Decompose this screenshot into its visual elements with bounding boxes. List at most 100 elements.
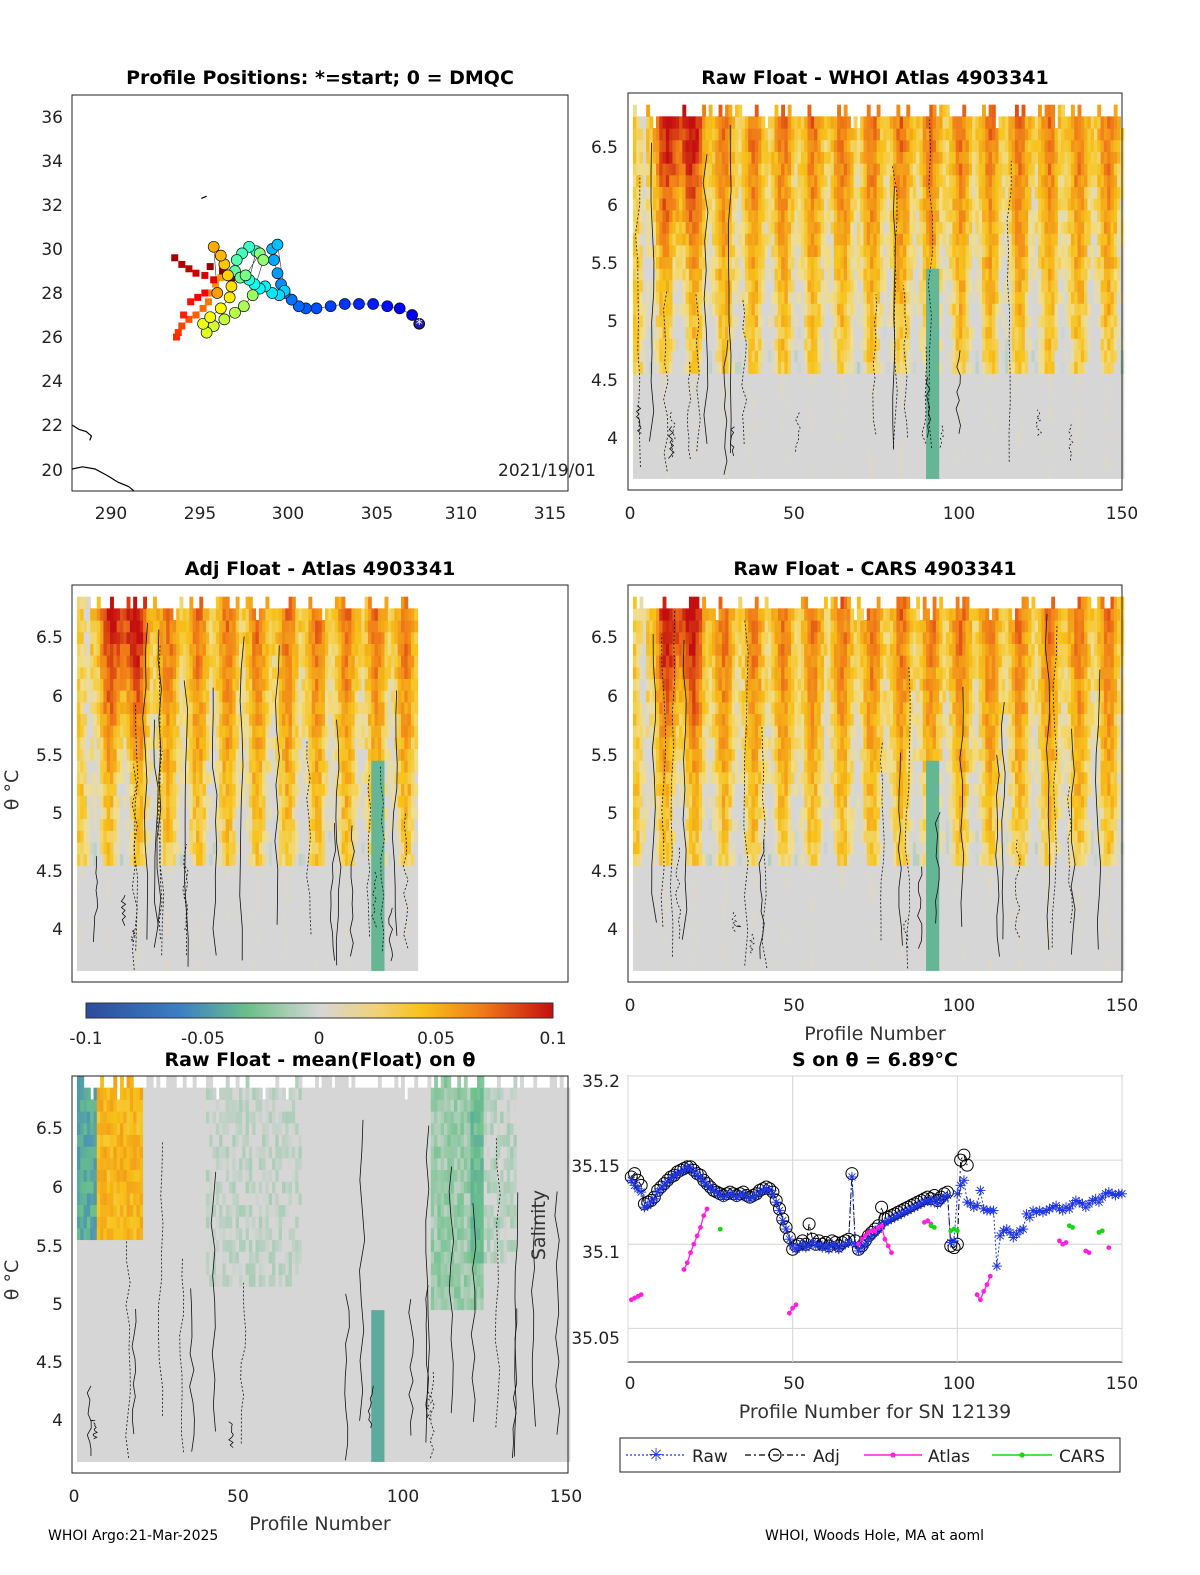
raw-position-marker — [185, 265, 193, 273]
heatmap-cell — [787, 443, 792, 456]
heatmap-cell — [659, 128, 664, 141]
heatmap-cell — [899, 326, 904, 339]
heatmap-cell — [688, 443, 693, 456]
heatmap-cell — [705, 128, 710, 141]
heatmap-cell — [662, 454, 667, 468]
heatmap-cell — [665, 384, 670, 398]
heatmap-cell — [715, 116, 720, 129]
heatmap-cell — [665, 466, 670, 479]
heatmap-cell — [866, 151, 871, 164]
heatmap-cell — [896, 268, 901, 281]
heatmap-cell — [893, 186, 898, 199]
heatmap-cell — [728, 233, 733, 246]
heatmap-cell — [800, 163, 805, 176]
heatmap-cell — [725, 116, 730, 129]
heatmap-cell — [860, 139, 865, 152]
heatmap-cell — [899, 373, 904, 386]
heatmap-cell — [705, 233, 710, 246]
heatmap-cell — [655, 431, 660, 444]
coastline — [71, 424, 93, 441]
heatmap-cell — [672, 233, 677, 246]
heatmap-cell — [642, 186, 647, 199]
heatmap-cell — [863, 349, 868, 363]
heatmap-cell — [741, 174, 746, 188]
heatmap-cell — [698, 361, 703, 374]
heatmap-cell — [702, 104, 706, 117]
heatmap-cell — [810, 408, 815, 421]
heatmap-cell — [695, 244, 700, 258]
heatmap-cell — [754, 303, 759, 316]
heatmap-cell — [833, 151, 838, 164]
heatmap-cell — [840, 256, 845, 269]
heatmap-cell — [728, 116, 733, 129]
heatmap-cell — [711, 233, 716, 246]
heatmap-cell — [682, 373, 687, 386]
heatmap-cell — [672, 384, 677, 398]
heatmap-cell — [863, 256, 868, 269]
heatmap-cell — [837, 361, 842, 374]
heatmap-cell — [662, 419, 667, 433]
heatmap-cell — [715, 174, 720, 188]
heatmap-cell — [833, 221, 838, 234]
heatmap-cell — [860, 466, 865, 479]
heatmap-cell — [636, 139, 641, 152]
heatmap-cell — [823, 116, 828, 129]
heatmap-cell — [823, 174, 828, 188]
heatmap-cell — [711, 209, 716, 223]
heatmap-cell — [705, 431, 710, 444]
heatmap-cell — [781, 151, 786, 164]
heatmap-cell — [672, 314, 677, 328]
heatmap-cell — [873, 361, 878, 374]
heatmap-cell — [781, 396, 786, 409]
heatmap-cell — [791, 256, 795, 269]
heatmap-cell — [837, 326, 842, 339]
heatmap-cell — [794, 221, 799, 234]
raw-position-marker — [173, 333, 181, 341]
raw-position-marker — [211, 280, 219, 288]
heatmap-cell — [761, 221, 766, 234]
heatmap-cell — [721, 233, 726, 246]
raw-position-marker — [194, 293, 202, 301]
heatmap-cell — [873, 431, 878, 444]
heatmap-cell — [738, 174, 743, 188]
heatmap-cell — [702, 373, 706, 386]
heatmap-cell — [830, 291, 835, 304]
heatmap-cell — [870, 454, 874, 468]
heatmap-cell — [856, 419, 861, 433]
heatmap-cell — [679, 151, 683, 164]
heatmap-cell — [1113, 104, 1118, 117]
heatmap-cell — [675, 151, 680, 164]
heatmap-cell — [639, 233, 644, 246]
heatmap-cell — [870, 233, 874, 246]
heatmap-cell — [718, 221, 723, 234]
heatmap-cell — [672, 373, 677, 386]
heatmap-cell — [672, 151, 677, 164]
heatmap-cell — [843, 466, 848, 479]
heatmap-cell — [692, 268, 697, 281]
heatmap-cell — [659, 198, 664, 211]
heatmap-cell — [794, 151, 799, 164]
heatmap-cell — [711, 466, 716, 479]
heatmap-cell — [761, 174, 766, 188]
heatmap-cell — [791, 116, 795, 129]
heatmap-cell — [876, 198, 881, 211]
heatmap-cell — [741, 163, 746, 176]
raw-whoi-ytick: 5 — [607, 312, 618, 332]
heatmap-cell — [879, 326, 884, 339]
heatmap-cell — [853, 128, 858, 141]
heatmap-cell — [741, 151, 746, 164]
heatmap-cell — [761, 279, 766, 293]
heatmap-cell — [827, 163, 832, 176]
heatmap-cell — [794, 408, 799, 421]
heatmap-cell — [659, 338, 664, 351]
heatmap-cell — [646, 291, 651, 304]
heatmap-cell — [820, 233, 825, 246]
heatmap-cell — [632, 396, 637, 409]
heatmap-cell — [642, 326, 647, 339]
heatmap-cell — [731, 349, 736, 363]
heatmap-cell — [807, 431, 812, 444]
heatmap-cell — [870, 268, 874, 281]
heatmap-cell — [738, 128, 743, 141]
heatmap-cell — [672, 361, 677, 374]
heatmap-cell — [655, 454, 660, 468]
